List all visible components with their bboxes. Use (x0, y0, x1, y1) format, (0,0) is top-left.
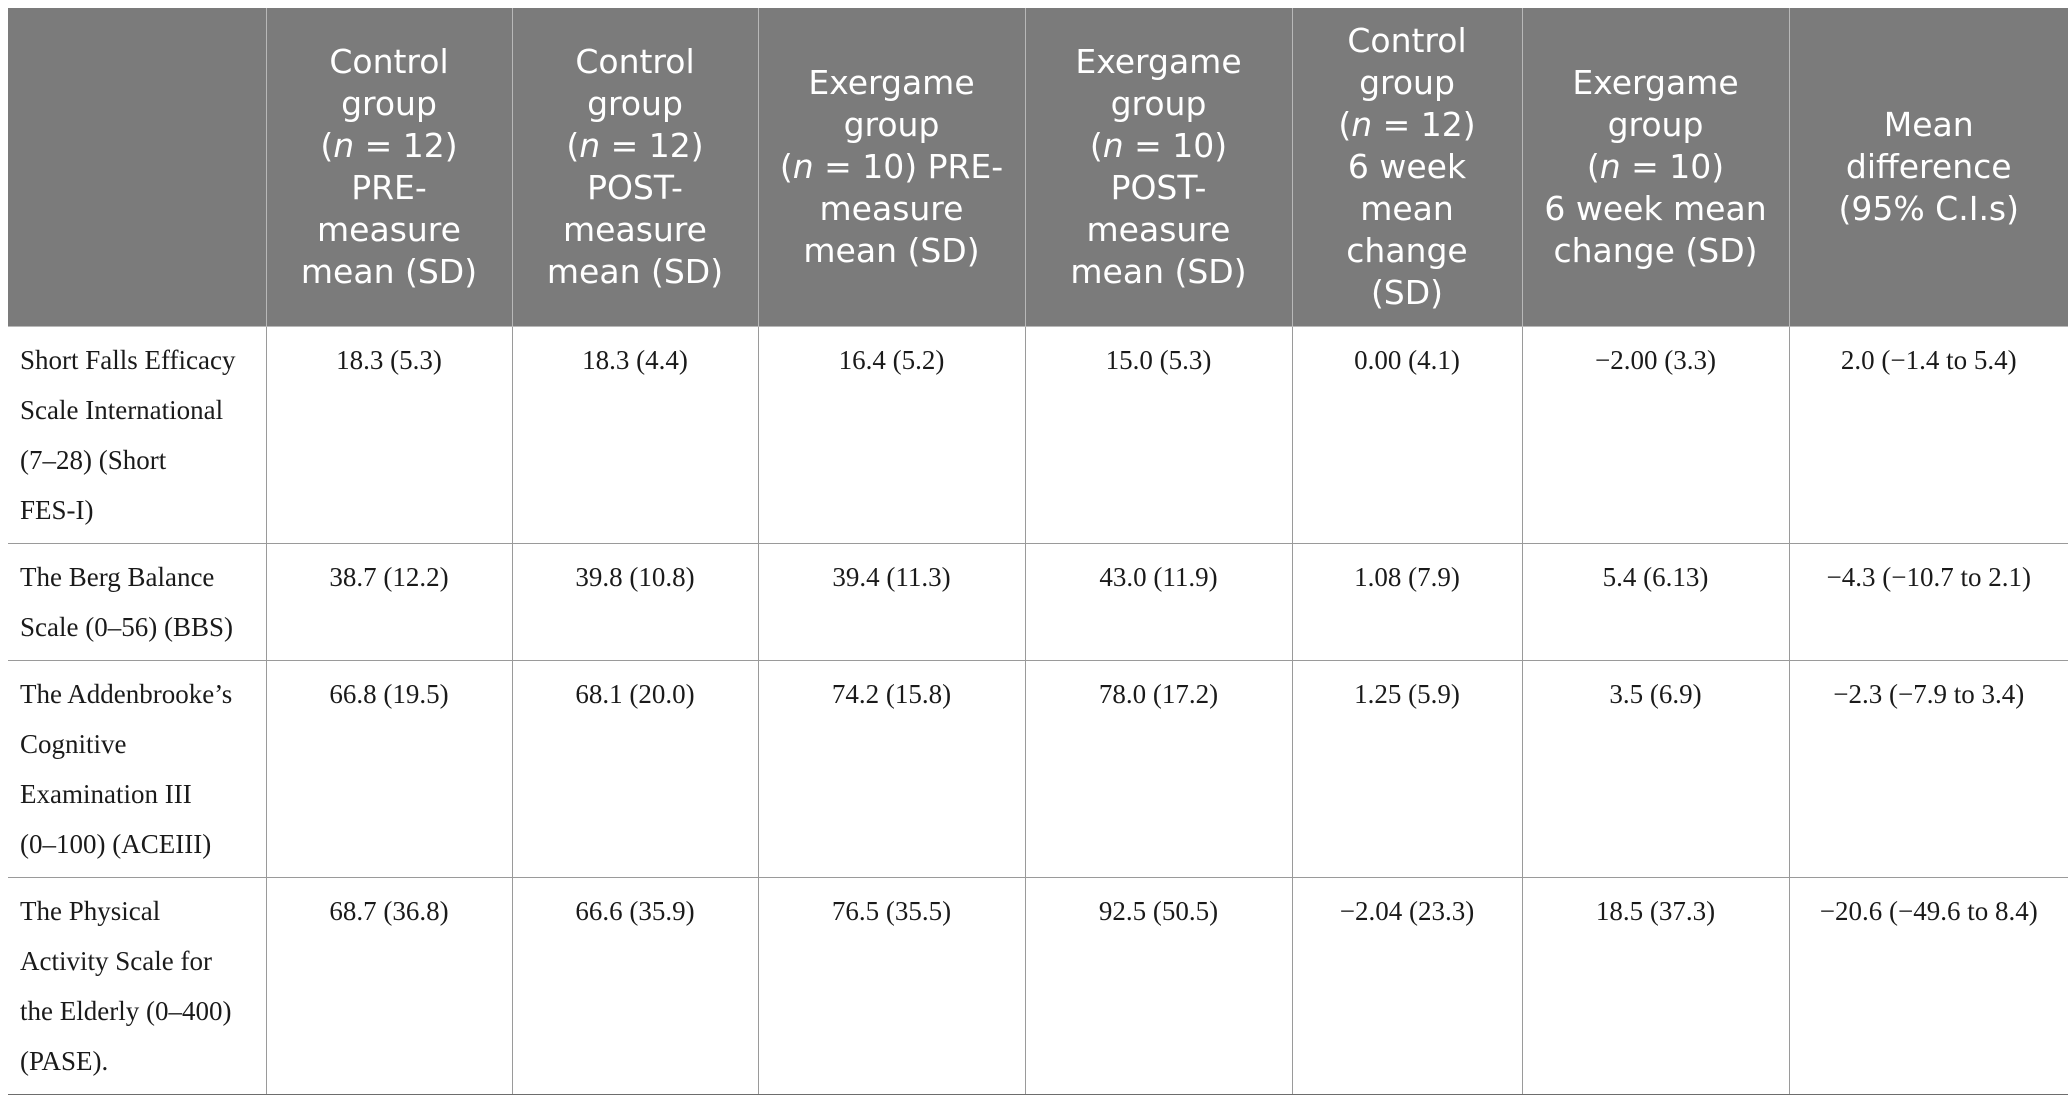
table-cell: 68.1 (20.0) (511, 660, 759, 878)
header-line: mean (SD) (1070, 252, 1247, 291)
header-line: group (587, 84, 683, 123)
header-line: (n = 12) (1338, 105, 1476, 144)
header-line: 6 week mean (1544, 189, 1767, 228)
header-cell-empty (8, 8, 267, 327)
table-cell: 66.8 (19.5) (265, 660, 513, 878)
table-cell: 1.08 (7.9) (1291, 543, 1523, 661)
header-line: POST- (587, 168, 683, 207)
table-cell: −2.00 (3.3) (1521, 326, 1790, 544)
table-row: The Physical Activity Scale for the Elderl… (8, 877, 2068, 1095)
header-line: group (1607, 105, 1704, 144)
table-cell: 74.2 (15.8) (757, 660, 1026, 878)
row-label-line: (0–100) (ACEIII) (20, 829, 212, 859)
header-line: mean (SD) (300, 252, 478, 291)
header-line: measure (563, 210, 707, 249)
table-row: The Addenbrooke’s Cognitive Examination II… (8, 660, 2068, 878)
row-label-line: Cognitive (20, 729, 127, 759)
header-line: (n = 10) PRE- (779, 147, 1004, 186)
column-header-5: Control group (n = 12) 6 week mean change (SD) (1291, 8, 1523, 327)
header-line: measure (317, 210, 461, 249)
row-label-line: (7–28) (Short (20, 445, 167, 475)
column-header-6: Exergame group (n = 10) 6 week mean change (… (1521, 8, 1790, 327)
header-line: change (1346, 231, 1468, 270)
header-line: measure (819, 189, 964, 228)
header-line: PRE- (351, 168, 427, 207)
table-cell: 76.5 (35.5) (757, 877, 1026, 1095)
table-cell: 16.4 (5.2) (757, 326, 1026, 544)
row-label: The Berg Balance Scale (0–56) (BBS) (8, 543, 267, 661)
row-label-line: Scale International (20, 395, 224, 425)
header-line: (n = 12) (566, 126, 704, 165)
column-header-1: Control group (n = 12) PRE-measure mean (SD) (265, 8, 513, 327)
header-line: (n = 10) (1089, 126, 1228, 165)
row-label: Short Falls Efficacy Scale International (… (8, 326, 267, 544)
table-cell: 38.7 (12.2) (265, 543, 513, 661)
header-line: measure (1086, 210, 1231, 249)
table-cell: 2.0 (−1.4 to 5.4) (1788, 326, 2068, 544)
header-line: change (SD) (1553, 231, 1758, 270)
table-cell: 68.7 (36.8) (265, 877, 513, 1095)
header-line: Mean (1883, 105, 1974, 144)
table-cell: 18.3 (5.3) (265, 326, 513, 544)
header-line: mean (SD) (803, 231, 980, 270)
table-cell: 39.8 (10.8) (511, 543, 759, 661)
table-body: Short Falls Efficacy Scale International (… (8, 326, 2068, 1095)
header-line: group (1110, 84, 1207, 123)
header-row: Control group (n = 12) PRE-measure mean (SD)… (8, 8, 2068, 327)
table-cell: 5.4 (6.13) (1521, 543, 1790, 661)
table-row: Short Falls Efficacy Scale International (… (8, 326, 2068, 544)
table-cell: −2.3 (−7.9 to 3.4) (1788, 660, 2068, 878)
table-cell: 18.3 (4.4) (511, 326, 759, 544)
table-cell: 0.00 (4.1) (1291, 326, 1523, 544)
header-line: Control (575, 42, 695, 81)
table-cell: 66.6 (35.9) (511, 877, 759, 1095)
header-line: Exergame (1572, 63, 1739, 102)
header-line: (n = 10) (1586, 147, 1725, 186)
table-cell: −20.6 (−49.6 to 8.4) (1788, 877, 2068, 1095)
row-label-line: FES-I) (20, 495, 94, 525)
row-label-line: The Berg Balance (20, 562, 215, 592)
table-cell: 1.25 (5.9) (1291, 660, 1523, 878)
column-header-4: Exergame group (n = 10) POST-measure mean (S… (1024, 8, 1293, 327)
row-label-line: The Addenbrooke’s (20, 679, 233, 709)
table-cell: 43.0 (11.9) (1024, 543, 1293, 661)
row-label-line: the Elderly (0–400) (20, 996, 232, 1026)
row-label: The Physical Activity Scale for the Elderl… (8, 877, 267, 1095)
header-line: Control (1347, 21, 1467, 60)
header-line: group (341, 84, 437, 123)
header-line: (n = 12) (320, 126, 458, 165)
row-label-line: Scale (0–56) (BBS) (20, 612, 233, 642)
table-cell: 15.0 (5.3) (1024, 326, 1293, 544)
table-cell: −2.04 (23.3) (1291, 877, 1523, 1095)
results-table: Control group (n = 12) PRE-measure mean (SD)… (8, 8, 2068, 1095)
row-label-line: (PASE). (20, 1046, 109, 1076)
header-line: difference (1845, 147, 2012, 186)
column-header-3: Exergame group (n = 10) PRE-measure mean (S… (757, 8, 1026, 327)
row-label-line: The Physical (20, 896, 161, 926)
header-line: (SD) (1370, 273, 1444, 312)
table-cell: 92.5 (50.5) (1024, 877, 1293, 1095)
row-label-line: Short Falls Efficacy (20, 345, 236, 375)
header-line: Exergame (808, 63, 975, 102)
row-label: The Addenbrooke’s Cognitive Examination II… (8, 660, 267, 878)
header-line: mean (1360, 189, 1454, 228)
column-header-2: Control group (n = 12) POST-measure mean (SD… (511, 8, 759, 327)
row-label-line: Examination III (20, 779, 192, 809)
header-line: POST- (1110, 168, 1207, 207)
column-header-7: Mean difference (95% C.I.s) (1788, 8, 2068, 327)
header-line: mean (SD) (546, 252, 724, 291)
table-row: The Berg Balance Scale (0–56) (BBS) 38.7 (… (8, 543, 2068, 661)
header-line: group (1359, 63, 1455, 102)
header-line: 6 week (1347, 147, 1467, 186)
table-cell: −4.3 (−10.7 to 2.1) (1788, 543, 2068, 661)
table-cell: 78.0 (17.2) (1024, 660, 1293, 878)
table-cell: 18.5 (37.3) (1521, 877, 1790, 1095)
table-cell: 3.5 (6.9) (1521, 660, 1790, 878)
header-line: (95% C.I.s) (1838, 189, 2020, 228)
header-line: Control (329, 42, 449, 81)
row-label-line: Activity Scale for (20, 946, 212, 976)
table-cell: 39.4 (11.3) (757, 543, 1026, 661)
header-line: group (843, 105, 940, 144)
header-line: Exergame (1075, 42, 1242, 81)
